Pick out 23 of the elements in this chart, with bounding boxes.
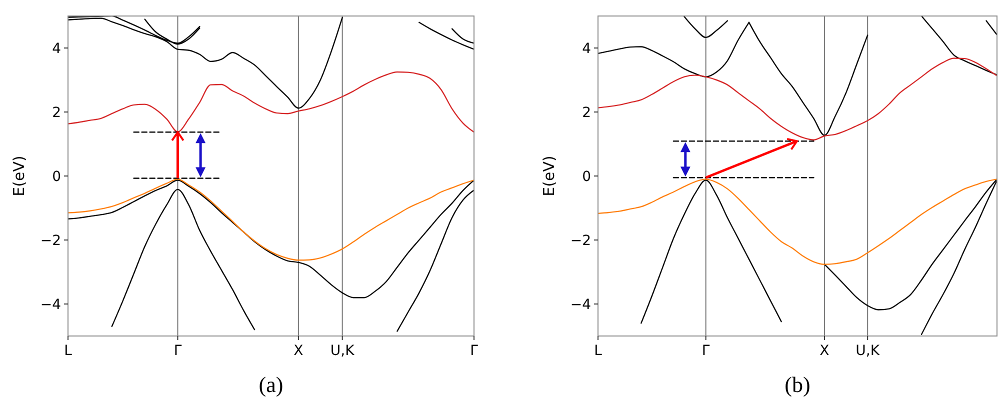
y-tick-label: −4 <box>570 296 592 313</box>
x-tick-label: Γ <box>470 343 478 359</box>
x-tick-label: U,K <box>330 343 356 359</box>
y-tick-label: 4 <box>52 40 62 57</box>
x-tick-label: Γ <box>702 343 710 359</box>
y-tick-label: 2 <box>582 104 591 121</box>
x-tick-label: L <box>64 343 72 359</box>
y-tick-label: 2 <box>52 104 61 121</box>
y-axis-title: E(eV) <box>10 156 28 196</box>
y-tick-label: 0 <box>582 168 591 185</box>
x-tick-label: L <box>594 343 602 359</box>
x-tick-label: Γ <box>174 343 182 359</box>
x-tick-label: X <box>294 343 304 359</box>
y-tick-label: −2 <box>40 232 61 249</box>
text: (b) <box>784 372 810 397</box>
text: (a) <box>258 372 284 397</box>
x-tick-label: U,K <box>856 343 880 359</box>
y-tick-label: 4 <box>582 40 592 57</box>
y-axis-title: E(eV) <box>540 156 558 196</box>
y-tick-label: 0 <box>52 168 61 185</box>
y-tick-label: −2 <box>570 232 591 249</box>
y-tick-label: −4 <box>40 296 62 313</box>
x-tick-label: X <box>820 343 830 359</box>
